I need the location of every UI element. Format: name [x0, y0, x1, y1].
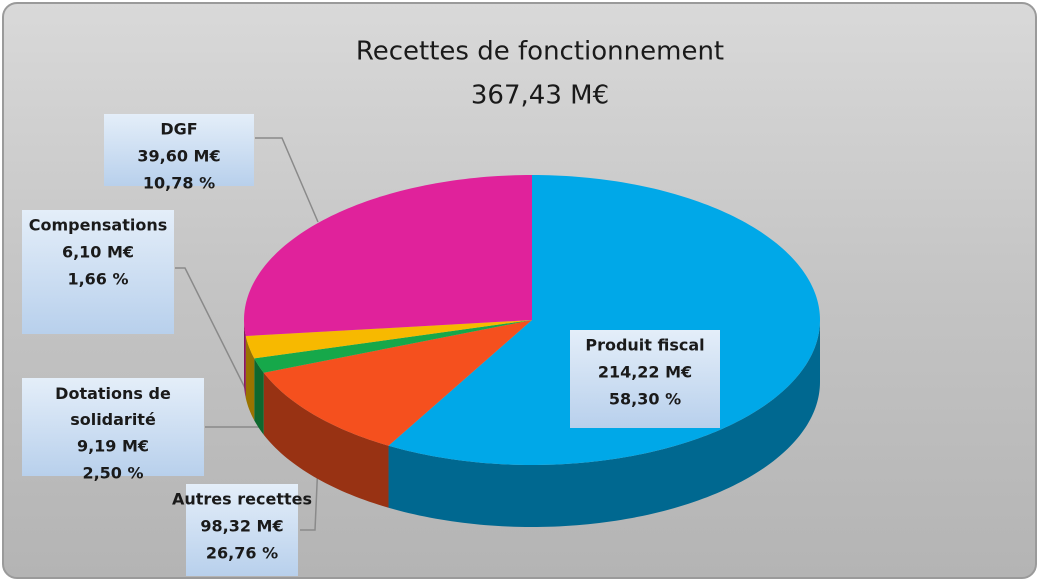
- pie-side: [244, 320, 246, 399]
- amount-label: 39,60 M€: [137, 147, 220, 166]
- labels: Produit fiscal 214,22 M€ 58,30 % DGF 39,60 M…: [22, 114, 720, 576]
- label-box: [22, 378, 204, 476]
- category-label: Dotations de solidarité: [55, 384, 171, 429]
- pie-slice: [244, 175, 532, 337]
- label-box: [22, 210, 174, 334]
- amount-label: 98,32 M€: [200, 517, 283, 536]
- amount-label: 6,10 M€: [62, 243, 134, 262]
- category-label: Autres recettes: [172, 490, 312, 509]
- chart-title: Recettes de fonctionnement: [356, 37, 724, 67]
- pie-sides: [244, 320, 820, 527]
- pie-side: [254, 358, 264, 435]
- amount-label: 214,22 M€: [598, 363, 692, 382]
- category-line: solidarité: [70, 410, 156, 429]
- pie-side: [263, 372, 389, 508]
- pie-tops: [244, 175, 820, 465]
- percent-label: 26,76 %: [206, 544, 278, 563]
- percent-label: 2,50 %: [82, 464, 143, 483]
- pie-slice: [245, 320, 532, 359]
- pie-side: [388, 320, 820, 527]
- percent-label: 10,78 %: [143, 174, 215, 193]
- category-label: DGF: [160, 120, 197, 139]
- amount-label: 9,19 M€: [77, 437, 149, 456]
- category-line: Dotations de: [55, 384, 171, 403]
- pie-side: [245, 336, 255, 421]
- pie-slice: [263, 320, 532, 446]
- percent-label: 1,66 %: [67, 270, 128, 289]
- pie-slice: [254, 320, 533, 373]
- category-label: Compensations: [29, 216, 167, 235]
- leader-lines: [175, 137, 319, 531]
- percent-label: 58,30 %: [609, 390, 681, 409]
- chart-subtitle: 367,43 M€: [471, 81, 609, 111]
- label-box: [104, 114, 254, 186]
- label-box: [186, 484, 298, 576]
- category-label: Produit fiscal: [585, 336, 704, 355]
- label-box: [570, 330, 720, 428]
